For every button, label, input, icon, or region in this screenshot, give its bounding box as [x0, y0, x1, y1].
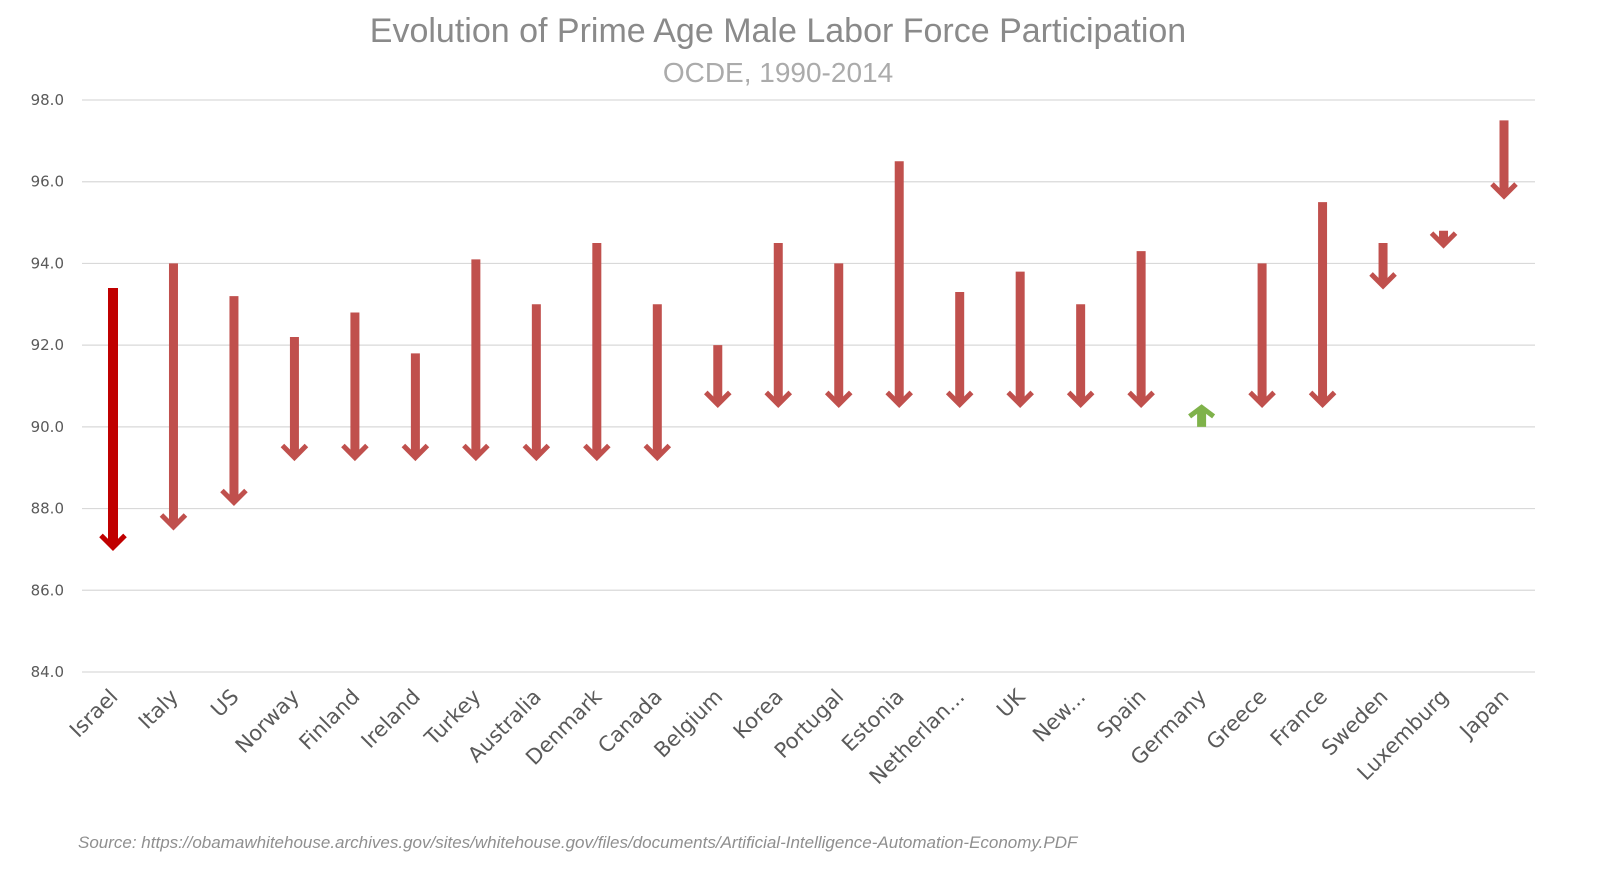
x-tick-label: Italy — [134, 685, 183, 734]
arrow-head — [99, 533, 127, 551]
arrow-head — [1127, 390, 1155, 408]
arrow-head — [1066, 390, 1095, 408]
x-tick-label: Greece — [1202, 685, 1272, 755]
y-tick-label: 94.0 — [31, 254, 64, 272]
y-tick-label: 84.0 — [31, 663, 64, 681]
arrow-mark — [824, 263, 853, 408]
arrow-mark — [1006, 271, 1034, 408]
arrow-mark — [583, 243, 611, 462]
x-tick-label: Ireland — [357, 685, 425, 753]
x-tick-label: Israel — [65, 685, 123, 743]
arrow-mark — [945, 292, 974, 408]
y-axis: 84.0 86.0 88.0 90.0 92.0 94.0 96.0 98.0 — [31, 91, 64, 681]
y-tick-label: 96.0 — [31, 173, 64, 191]
arrow-head — [401, 443, 430, 462]
arrow-mark — [341, 312, 369, 462]
arrow-head — [462, 443, 490, 462]
arrow-mark — [1308, 202, 1337, 408]
arrow-mark — [220, 296, 248, 507]
arrow-head — [522, 443, 551, 462]
arrow-head — [1006, 390, 1034, 408]
arrow-mark — [885, 161, 913, 408]
arrow-mark — [1490, 120, 1518, 200]
x-tick-label: Korea — [729, 685, 788, 744]
arrow-mark — [401, 353, 430, 462]
arrow-mark — [1248, 263, 1276, 408]
arrow-head — [1188, 404, 1216, 419]
arrow-head — [1369, 272, 1397, 290]
chart-title: Evolution of Prime Age Male Labor Force … — [370, 12, 1186, 50]
chart-subtitle: OCDE, 1990-2014 — [663, 57, 893, 88]
arrow-mark — [280, 336, 309, 462]
y-tick-label: 90.0 — [31, 418, 64, 436]
arrow-head — [159, 513, 188, 531]
y-tick-label: 88.0 — [31, 500, 64, 518]
x-tick-label: New... — [1028, 685, 1090, 747]
arrow-mark — [643, 304, 672, 462]
x-axis: Israel Italy USNorwayFinlandIrelandTurkeyA… — [65, 684, 1514, 789]
arrow-head — [643, 443, 672, 462]
x-tick-label: Norway — [231, 685, 304, 758]
arrow-mark — [764, 243, 793, 408]
x-tick-label: UK — [992, 684, 1030, 722]
arrow-head — [1490, 182, 1518, 200]
arrow-head — [341, 443, 369, 462]
arrow-head — [824, 390, 853, 408]
y-tick-label: 86.0 — [31, 581, 64, 599]
gridlines — [82, 99, 1535, 673]
arrow-mark — [1369, 243, 1397, 290]
arrow-mark — [1429, 230, 1458, 249]
arrow-mark — [159, 263, 188, 531]
arrow-mark — [99, 287, 127, 551]
y-tick-label: 98.0 — [31, 91, 64, 109]
source-note: Source: https://obamawhitehouse.archives… — [78, 833, 1079, 852]
arrow-head — [280, 443, 309, 462]
arrow-head — [583, 443, 611, 462]
arrow-mark — [704, 345, 732, 408]
arrow-head — [1248, 390, 1276, 408]
arrow-head — [885, 390, 913, 408]
arrow-head — [704, 390, 732, 408]
arrow-mark — [1066, 304, 1095, 408]
arrows — [99, 120, 1518, 551]
arrow-head — [1308, 390, 1337, 408]
x-tick-label: Finland — [294, 685, 364, 755]
arrow-mark — [1127, 251, 1155, 408]
y-tick-label: 92.0 — [31, 336, 64, 354]
arrow-head — [945, 390, 974, 408]
arrow-mark — [462, 259, 490, 462]
arrow-head — [764, 390, 793, 408]
arrow-head — [220, 488, 248, 507]
x-tick-label: Spain — [1092, 685, 1150, 743]
x-tick-label: US — [206, 685, 243, 722]
arrow-mark — [1188, 404, 1216, 427]
arrow-mark — [522, 304, 551, 462]
x-tick-label: Japan — [1454, 685, 1514, 745]
arrow-head — [1429, 231, 1458, 249]
